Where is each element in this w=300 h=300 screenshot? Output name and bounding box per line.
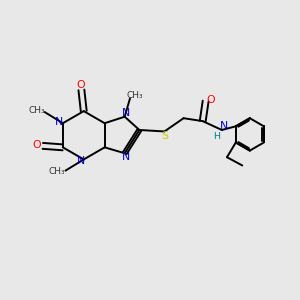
Text: O: O (206, 94, 215, 105)
Text: S: S (161, 131, 168, 141)
Text: N: N (122, 152, 130, 162)
Text: O: O (76, 80, 85, 90)
Text: CH₃: CH₃ (28, 106, 45, 115)
Text: N: N (122, 108, 130, 118)
Text: N: N (55, 117, 63, 127)
Text: CH₃: CH₃ (127, 91, 144, 100)
Text: O: O (33, 140, 41, 150)
Text: CH₃: CH₃ (49, 167, 66, 176)
Text: H: H (213, 132, 220, 141)
Text: N: N (220, 121, 228, 131)
Text: N: N (77, 156, 85, 166)
